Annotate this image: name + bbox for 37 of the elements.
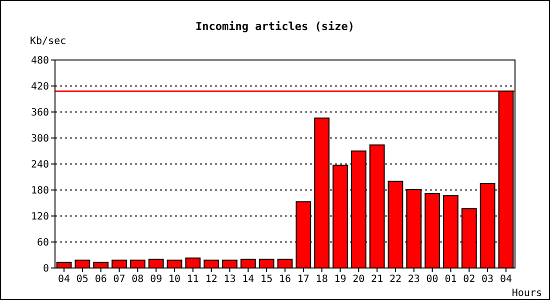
x-tick-label: 19 bbox=[334, 274, 346, 285]
x-tick-label: 02 bbox=[463, 274, 476, 285]
y-axis-title: Kb/sec bbox=[30, 36, 66, 47]
y-tick-label: 0 bbox=[42, 264, 49, 274]
x-tick-label: 12 bbox=[205, 274, 218, 285]
y-tick-label: 240 bbox=[30, 160, 49, 170]
y-tick-label: 60 bbox=[36, 238, 49, 248]
x-tick-label: 05 bbox=[76, 274, 88, 285]
x-tick-label: 17 bbox=[297, 274, 310, 285]
y-tick-label: 420 bbox=[30, 82, 49, 92]
x-tick-label: 11 bbox=[186, 274, 199, 285]
x-tick-label: 04 bbox=[58, 274, 70, 285]
chart-title: Incoming articles (size) bbox=[196, 20, 354, 33]
x-tick-label: 20 bbox=[352, 274, 365, 285]
y-tick-label: 480 bbox=[30, 56, 49, 66]
x-tick-label: 13 bbox=[224, 274, 236, 285]
x-tick-label: 08 bbox=[132, 274, 144, 285]
x-tick-label: 04 bbox=[500, 274, 512, 285]
x-tick-label: 10 bbox=[168, 274, 181, 285]
y-tick-label: 180 bbox=[30, 186, 49, 196]
x-tick-label: 09 bbox=[150, 274, 162, 285]
x-tick-label: 23 bbox=[408, 274, 420, 285]
x-tick-label: 00 bbox=[426, 274, 438, 285]
x-tick-label: 15 bbox=[260, 274, 273, 285]
x-tick-label: 03 bbox=[482, 274, 494, 285]
y-tick-label: 120 bbox=[30, 212, 49, 222]
x-tick-label: 21 bbox=[371, 274, 384, 285]
x-tick-label: 22 bbox=[389, 274, 402, 285]
x-tick-label: 06 bbox=[94, 274, 107, 285]
x-tick-label: 14 bbox=[242, 274, 254, 285]
y-tick-label: 300 bbox=[30, 134, 49, 144]
x-tick-label: 01 bbox=[444, 274, 457, 285]
x-tick-label: 18 bbox=[316, 274, 328, 285]
x-axis-title: Hours bbox=[512, 288, 542, 299]
y-tick-label: 360 bbox=[30, 108, 49, 118]
x-tick-label: 16 bbox=[278, 274, 292, 285]
x-tick-label: 07 bbox=[113, 274, 126, 285]
